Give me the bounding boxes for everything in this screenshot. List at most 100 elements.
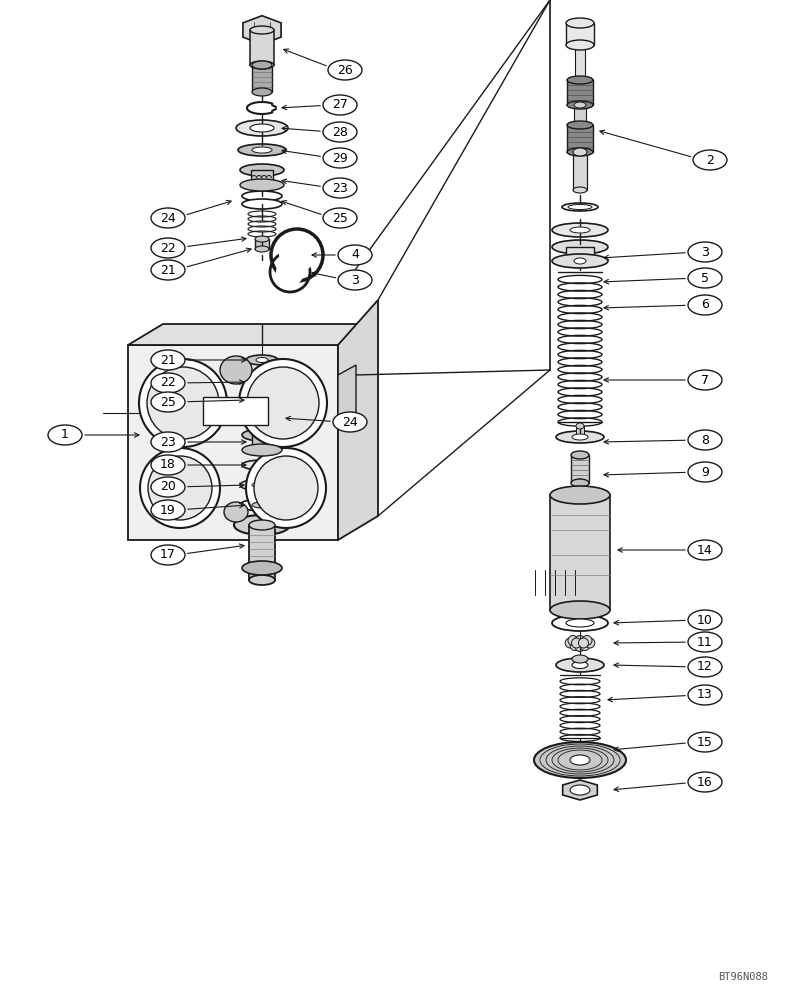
- Text: 21: 21: [160, 354, 176, 366]
- Ellipse shape: [220, 356, 252, 384]
- Bar: [250, 30, 274, 65]
- Ellipse shape: [571, 479, 589, 487]
- Ellipse shape: [256, 358, 268, 362]
- Ellipse shape: [688, 462, 722, 482]
- Ellipse shape: [688, 540, 722, 560]
- Ellipse shape: [323, 148, 357, 168]
- Ellipse shape: [240, 499, 284, 511]
- Ellipse shape: [276, 258, 304, 286]
- Text: 27: 27: [332, 99, 348, 111]
- Ellipse shape: [242, 412, 282, 424]
- Text: 3: 3: [351, 273, 359, 286]
- Bar: [571, 455, 589, 483]
- Text: 12: 12: [697, 660, 713, 674]
- Ellipse shape: [570, 641, 580, 650]
- Ellipse shape: [570, 785, 590, 795]
- Ellipse shape: [252, 88, 272, 96]
- Text: 18: 18: [160, 458, 176, 472]
- Ellipse shape: [575, 636, 585, 646]
- Ellipse shape: [580, 641, 590, 650]
- Ellipse shape: [242, 460, 282, 470]
- Text: 28: 28: [332, 125, 348, 138]
- Ellipse shape: [252, 482, 272, 488]
- Ellipse shape: [254, 456, 318, 520]
- Ellipse shape: [48, 425, 82, 445]
- Ellipse shape: [151, 208, 185, 228]
- Ellipse shape: [224, 502, 248, 522]
- Ellipse shape: [255, 246, 269, 252]
- Ellipse shape: [148, 456, 212, 520]
- Ellipse shape: [574, 258, 586, 264]
- Ellipse shape: [242, 444, 282, 456]
- Ellipse shape: [240, 164, 284, 176]
- Ellipse shape: [247, 367, 319, 439]
- Ellipse shape: [688, 685, 722, 705]
- Ellipse shape: [534, 742, 626, 778]
- Ellipse shape: [550, 486, 610, 504]
- Ellipse shape: [255, 236, 269, 242]
- Ellipse shape: [252, 61, 272, 69]
- Ellipse shape: [250, 61, 274, 69]
- Ellipse shape: [240, 179, 284, 191]
- Bar: [252, 435, 272, 450]
- Ellipse shape: [585, 638, 595, 648]
- Ellipse shape: [550, 601, 610, 619]
- Ellipse shape: [151, 350, 185, 370]
- Ellipse shape: [239, 359, 327, 447]
- Ellipse shape: [568, 205, 592, 210]
- Ellipse shape: [323, 208, 357, 228]
- Text: 19: 19: [160, 504, 176, 516]
- Polygon shape: [128, 324, 373, 345]
- Ellipse shape: [250, 124, 274, 132]
- Ellipse shape: [552, 240, 608, 254]
- Ellipse shape: [338, 245, 372, 265]
- Text: 3: 3: [701, 245, 709, 258]
- Ellipse shape: [323, 122, 357, 142]
- Ellipse shape: [333, 412, 367, 432]
- Ellipse shape: [246, 355, 278, 365]
- Ellipse shape: [323, 178, 357, 198]
- Ellipse shape: [151, 392, 185, 412]
- Ellipse shape: [242, 429, 282, 441]
- Ellipse shape: [328, 60, 362, 80]
- Ellipse shape: [573, 148, 587, 156]
- Text: 17: 17: [160, 548, 176, 562]
- Text: 14: 14: [697, 544, 713, 556]
- Ellipse shape: [552, 615, 608, 631]
- Ellipse shape: [338, 270, 372, 290]
- Ellipse shape: [572, 638, 582, 648]
- Ellipse shape: [254, 397, 270, 402]
- Ellipse shape: [234, 515, 290, 535]
- Ellipse shape: [567, 121, 593, 129]
- Ellipse shape: [566, 40, 594, 50]
- Ellipse shape: [571, 451, 589, 459]
- Bar: [567, 80, 593, 105]
- Polygon shape: [563, 780, 597, 800]
- Ellipse shape: [568, 636, 578, 646]
- Text: 20: 20: [160, 481, 176, 493]
- Ellipse shape: [582, 636, 592, 646]
- Text: 24: 24: [342, 416, 358, 428]
- Polygon shape: [128, 345, 338, 540]
- Ellipse shape: [579, 638, 588, 648]
- Ellipse shape: [244, 395, 280, 405]
- Text: 13: 13: [697, 688, 713, 702]
- Ellipse shape: [552, 223, 608, 237]
- Ellipse shape: [688, 632, 722, 652]
- Ellipse shape: [688, 295, 722, 315]
- Text: 25: 25: [332, 212, 348, 225]
- Text: 23: 23: [332, 182, 348, 194]
- Ellipse shape: [279, 237, 315, 273]
- Bar: [566, 247, 594, 261]
- Ellipse shape: [574, 102, 586, 108]
- Ellipse shape: [572, 662, 588, 668]
- Ellipse shape: [570, 755, 590, 765]
- Ellipse shape: [252, 502, 272, 508]
- Ellipse shape: [556, 658, 604, 672]
- Ellipse shape: [688, 242, 722, 262]
- Text: BT96N088: BT96N088: [718, 972, 768, 982]
- Ellipse shape: [250, 26, 274, 34]
- Ellipse shape: [693, 150, 727, 170]
- Bar: [249, 525, 275, 580]
- Ellipse shape: [254, 415, 270, 421]
